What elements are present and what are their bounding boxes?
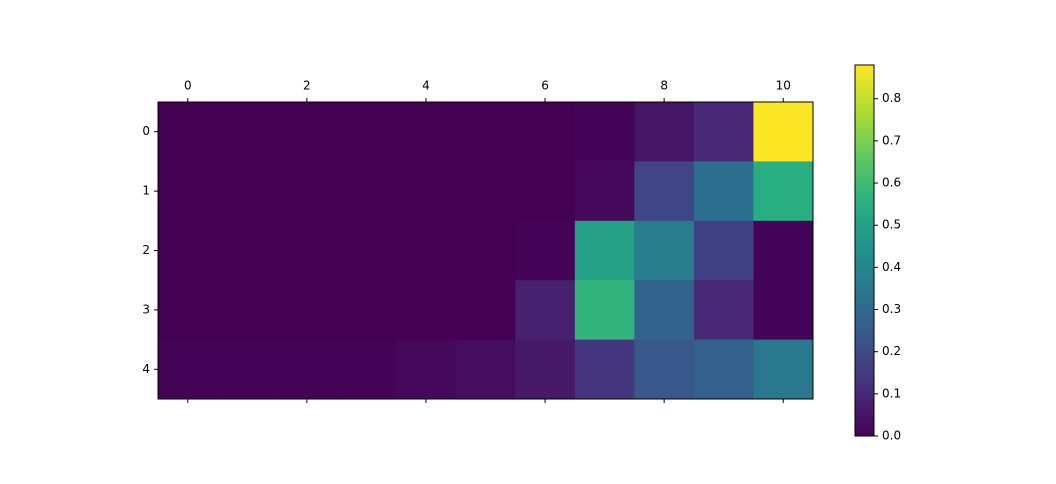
heatmap-cell	[336, 102, 397, 162]
heatmap-cell	[277, 161, 338, 222]
heatmap-cell	[158, 339, 219, 400]
heatmap-cell	[396, 161, 457, 222]
heatmap-cell	[217, 102, 278, 162]
colorbar-tick-label: 0.1	[882, 386, 901, 400]
heatmap-cell	[574, 280, 635, 341]
heatmap-cell	[396, 280, 457, 341]
heatmap-cell	[277, 280, 338, 341]
y-tick-label: 0	[142, 124, 150, 138]
heatmap-cell	[753, 280, 814, 341]
colorbar-tick-label: 0.3	[882, 302, 901, 316]
heatmap-cell	[217, 280, 278, 341]
heatmap-cell	[455, 220, 516, 281]
colorbar	[854, 64, 875, 437]
heatmap-cell	[158, 280, 219, 341]
heatmap-cell	[396, 220, 457, 281]
heatmap-cell	[634, 220, 695, 281]
heatmap-cell	[277, 220, 338, 281]
heatmap-cell	[217, 339, 278, 400]
heatmap-cell	[515, 339, 576, 400]
heatmap-cell	[693, 339, 754, 400]
heatmap-cell	[455, 280, 516, 341]
colorbar-tick-label: 0.8	[882, 91, 901, 105]
heatmap-cell	[336, 339, 397, 400]
heatmap-cell	[277, 102, 338, 162]
y-tick-label: 1	[142, 184, 150, 198]
heatmap-cell	[574, 220, 635, 281]
heatmap-cell	[455, 161, 516, 222]
x-tick-label: 4	[422, 79, 430, 93]
colorbar-tick-label: 0.0	[882, 429, 901, 443]
heatmap-cell	[693, 220, 754, 281]
heatmap-cell	[455, 339, 516, 400]
heatmap-cell	[634, 102, 695, 162]
y-tick-label: 2	[142, 243, 150, 257]
heatmap-cell	[336, 161, 397, 222]
heatmap-cell	[217, 161, 278, 222]
heatmap-cell	[515, 220, 576, 281]
colorbar-tick-label: 0.6	[882, 176, 901, 190]
y-tick-label: 4	[142, 362, 150, 376]
heatmap-cell	[753, 161, 814, 222]
heatmap-cell	[158, 220, 219, 281]
heatmap-cell	[753, 339, 814, 400]
heatmap-cell	[693, 280, 754, 341]
colorbar-tick-label: 0.2	[882, 344, 901, 358]
heatmap-cell	[158, 161, 219, 222]
heatmap-cell	[753, 220, 814, 281]
heatmap-cell	[634, 339, 695, 400]
heatmap-cell	[753, 102, 814, 162]
colorbar-tick-label: 0.5	[882, 218, 901, 232]
heatmap-cell	[515, 102, 576, 162]
heatmap-cell	[693, 161, 754, 222]
heatmap-cell	[515, 161, 576, 222]
heatmap-cell	[634, 280, 695, 341]
colorbar-tick-label: 0.4	[882, 260, 901, 274]
heatmap-cell	[455, 102, 516, 162]
y-tick-label: 3	[142, 302, 150, 316]
x-tick-label: 10	[776, 79, 791, 93]
x-tick-label: 0	[184, 79, 192, 93]
heatmap-cell	[574, 161, 635, 222]
colorbar-tick-label: 0.7	[882, 133, 901, 147]
heatmap-cell	[574, 339, 635, 400]
heatmap-cell	[336, 280, 397, 341]
heatmap-cell	[336, 220, 397, 281]
heatmap-cell	[158, 102, 219, 162]
heatmap-cell	[396, 102, 457, 162]
x-tick-label: 8	[660, 79, 668, 93]
heatmap-cell	[277, 339, 338, 400]
heatmap-cell	[634, 161, 695, 222]
heatmap-cell	[574, 102, 635, 162]
x-tick-label: 2	[303, 79, 311, 93]
x-tick-label: 6	[541, 79, 549, 93]
heatmap-cell	[693, 102, 754, 162]
heatmap-cell	[396, 339, 457, 400]
heatmap-cell	[217, 220, 278, 281]
heatmap-cell	[515, 280, 576, 341]
